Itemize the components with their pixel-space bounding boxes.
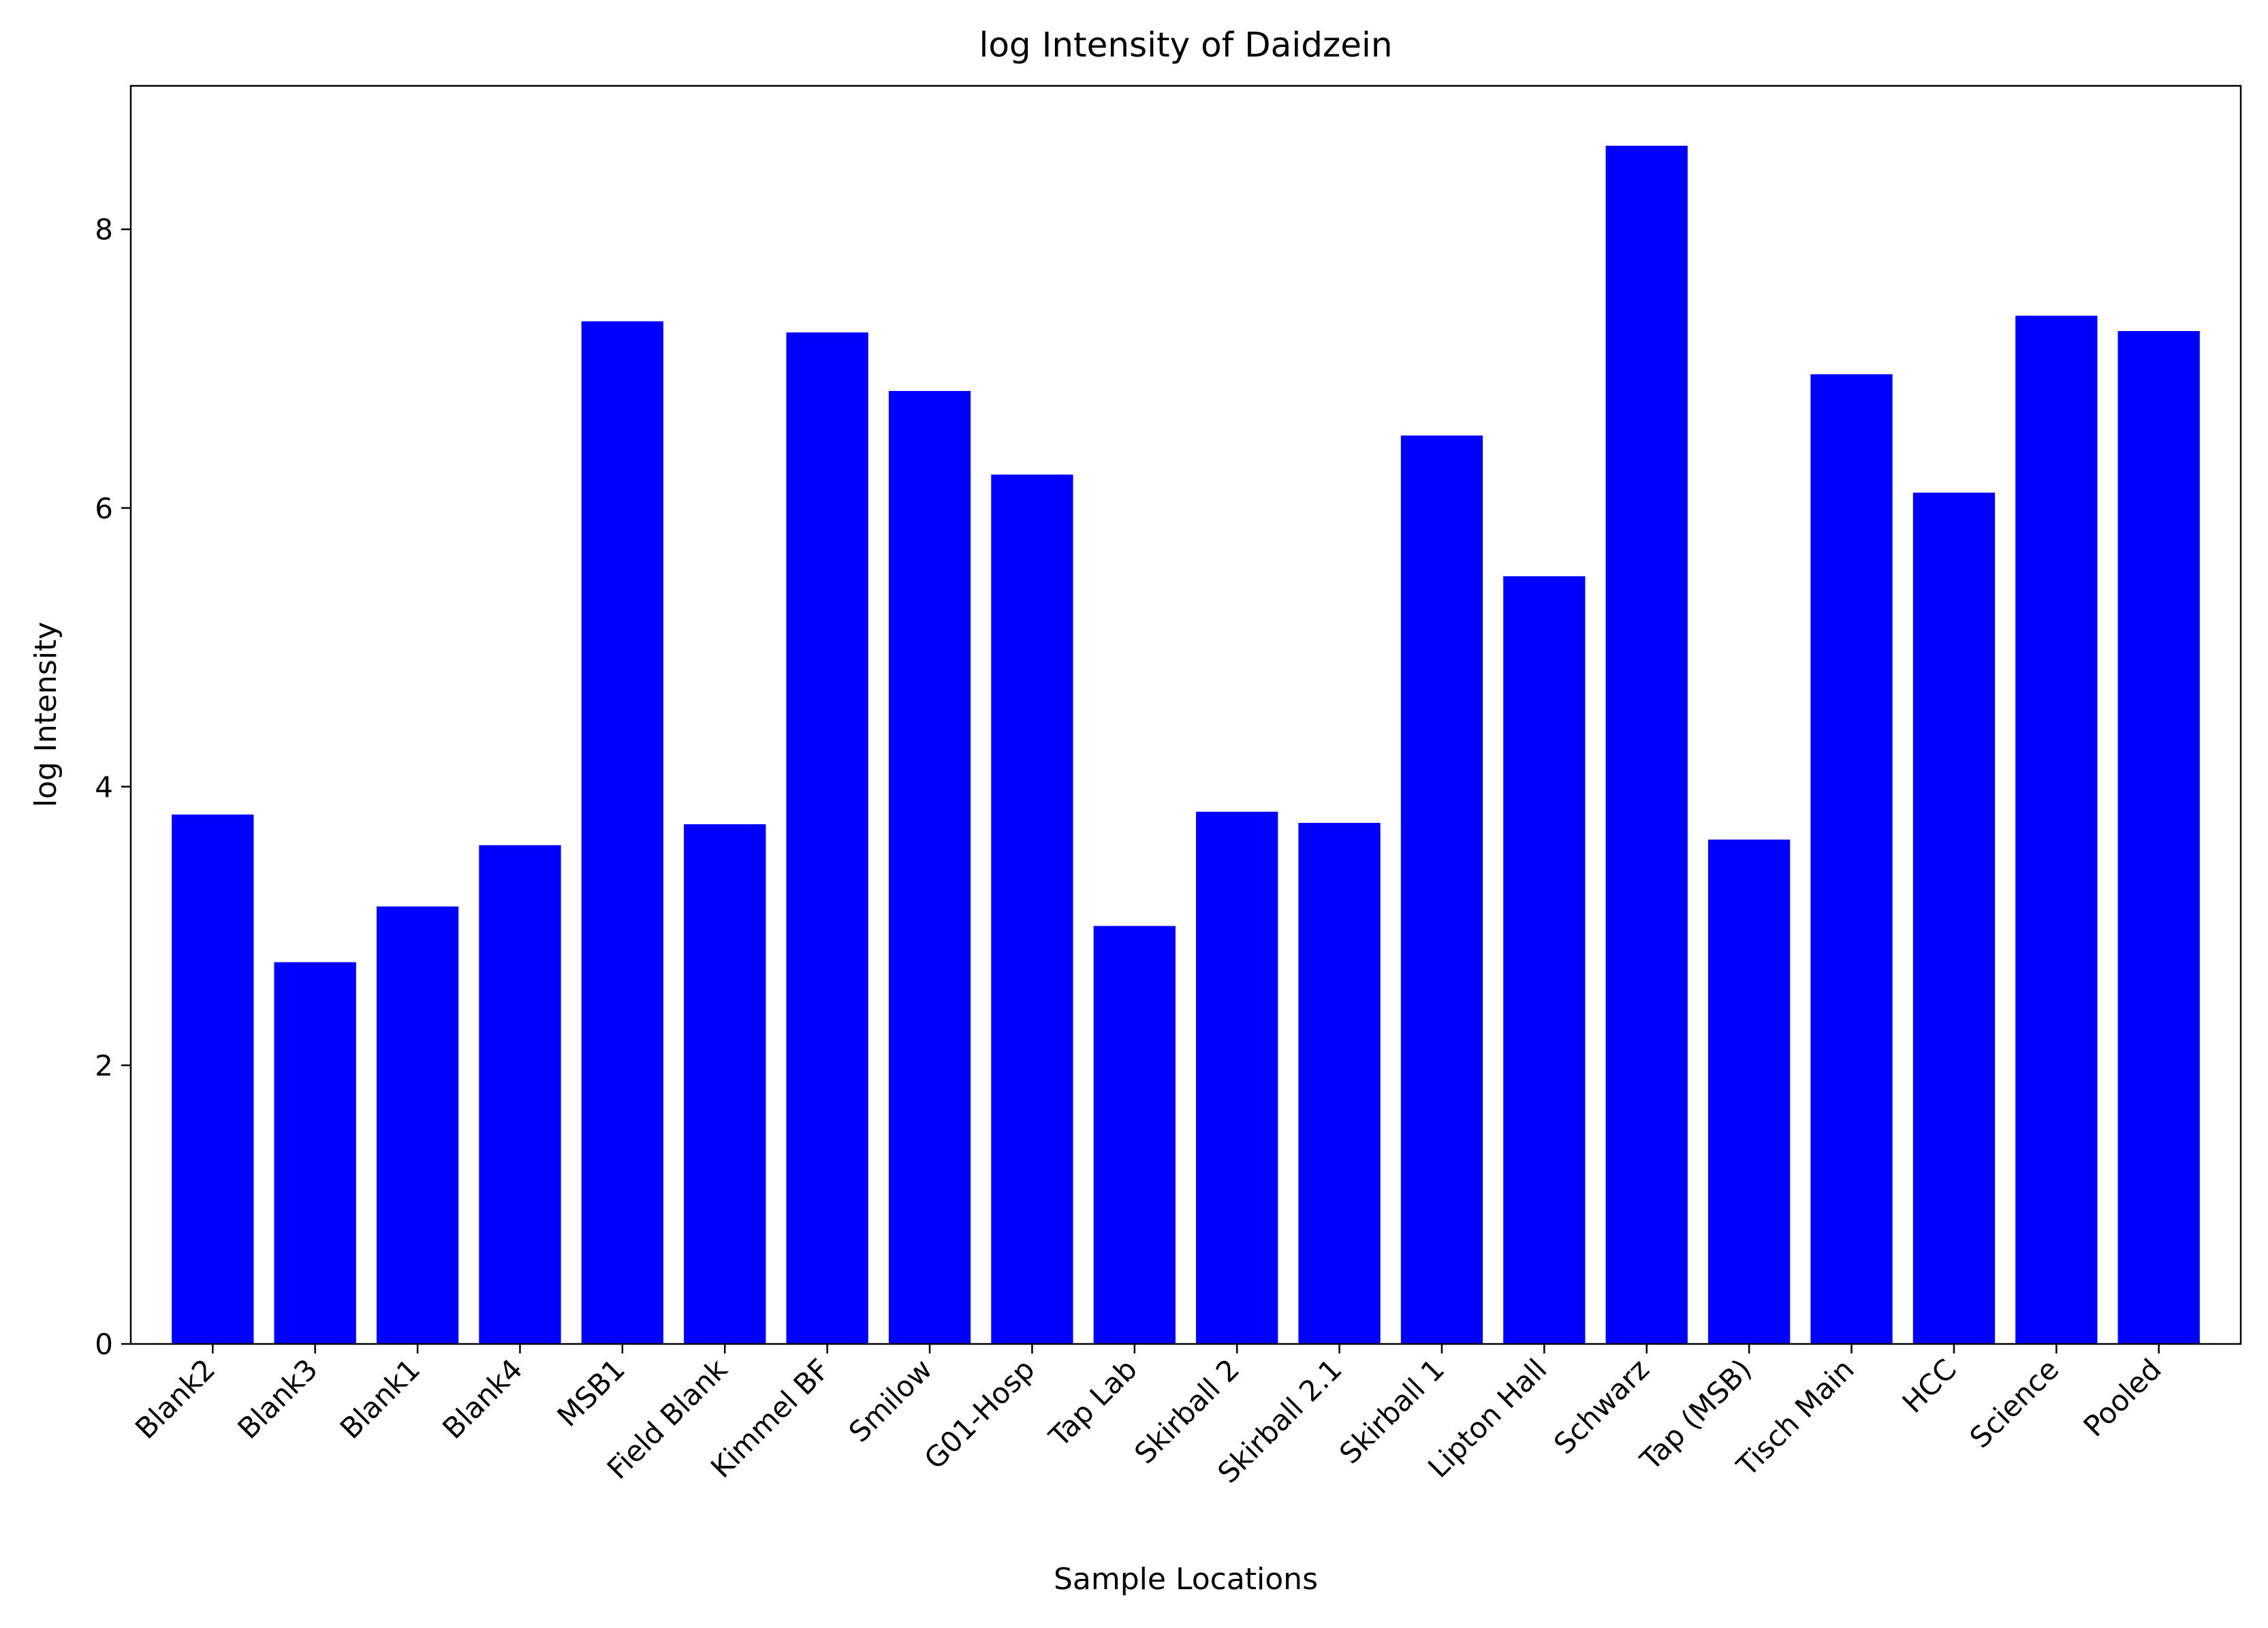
- bar-8: [991, 475, 1073, 1344]
- x-axis-label: Sample Locations: [1054, 1562, 1318, 1597]
- y-tick-label-0: 0: [95, 1328, 113, 1361]
- bar-5: [684, 824, 766, 1344]
- bar-2: [377, 907, 458, 1344]
- bar-19: [2118, 331, 2200, 1344]
- bar-17: [1913, 492, 1995, 1344]
- bar-14: [1606, 146, 1688, 1344]
- bar-6: [786, 332, 868, 1344]
- bar-13: [1503, 576, 1585, 1344]
- bar-10: [1196, 812, 1278, 1344]
- bar-3: [479, 845, 561, 1344]
- y-tick-label-1: 2: [95, 1049, 113, 1082]
- bar-18: [2015, 315, 2097, 1344]
- bar-0: [172, 815, 253, 1344]
- bar-4: [582, 322, 663, 1344]
- bar-15: [1708, 840, 1790, 1344]
- y-tick-label-4: 8: [95, 213, 113, 247]
- y-axis-label: log Intensity: [29, 622, 63, 808]
- bar-7: [889, 391, 971, 1344]
- bar-12: [1401, 435, 1483, 1344]
- chart-title: log Intensity of Daidzein: [979, 25, 1392, 65]
- bar-9: [1094, 926, 1176, 1344]
- bar-16: [1810, 374, 1892, 1344]
- y-tick-label-2: 4: [95, 770, 113, 804]
- bar-11: [1298, 823, 1380, 1344]
- bar-1: [274, 962, 356, 1344]
- y-tick-label-3: 6: [95, 492, 113, 525]
